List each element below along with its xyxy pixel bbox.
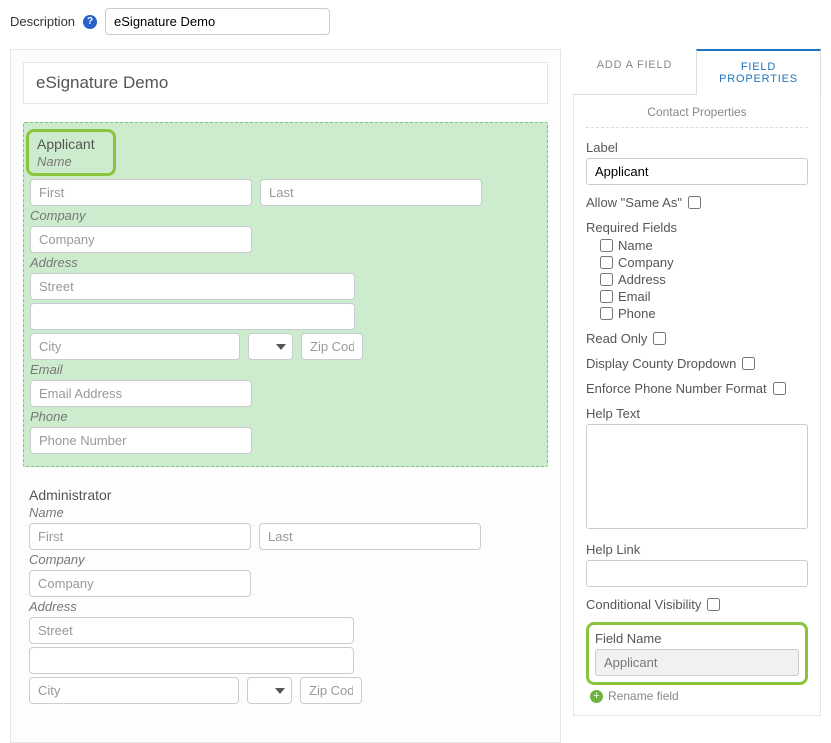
panel-subhead: Contact Properties xyxy=(586,95,808,128)
req-phone-checkbox[interactable] xyxy=(600,307,613,320)
required-fields-label: Required Fields xyxy=(586,220,808,235)
tab-add-field[interactable]: ADD A FIELD xyxy=(573,49,696,95)
street-input[interactable] xyxy=(29,617,354,644)
help-text-label: Help Text xyxy=(586,406,808,421)
label-label: Label xyxy=(586,140,808,155)
read-only-label: Read Only xyxy=(586,331,647,346)
first-name-input[interactable] xyxy=(29,523,251,550)
help-link-input[interactable] xyxy=(586,560,808,587)
zip-input[interactable] xyxy=(301,333,363,360)
state-select[interactable] xyxy=(247,677,292,704)
cond-vis-label: Conditional Visibility xyxy=(586,597,701,612)
street-input[interactable] xyxy=(30,273,355,300)
phone-label: Phone xyxy=(30,409,541,424)
last-name-input[interactable] xyxy=(260,179,482,206)
read-only-checkbox[interactable] xyxy=(653,332,666,345)
form-title: eSignature Demo xyxy=(23,62,548,104)
name-label: Name xyxy=(29,505,542,520)
properties-panel: ADD A FIELD FIELD PROPERTIES Contact Pro… xyxy=(573,49,821,743)
phone-input[interactable] xyxy=(30,427,252,454)
company-label: Company xyxy=(30,208,541,223)
form-canvas: eSignature Demo Applicant Name Company A… xyxy=(10,49,561,743)
cond-vis-checkbox[interactable] xyxy=(707,598,720,611)
description-input[interactable] xyxy=(105,8,330,35)
req-company-checkbox[interactable] xyxy=(600,256,613,269)
county-dropdown-label: Display County Dropdown xyxy=(586,356,736,371)
req-address-checkbox[interactable] xyxy=(600,273,613,286)
phone-format-label: Enforce Phone Number Format xyxy=(586,381,767,396)
field-name-label: Field Name xyxy=(595,631,799,646)
rename-field-label: Rename field xyxy=(608,689,679,703)
city-input[interactable] xyxy=(30,333,240,360)
req-name-checkbox[interactable] xyxy=(600,239,613,252)
company-label: Company xyxy=(29,552,542,567)
tab-field-properties[interactable]: FIELD PROPERTIES xyxy=(696,49,821,95)
last-name-input[interactable] xyxy=(259,523,481,550)
section-title-text: Applicant xyxy=(37,136,95,152)
email-label: Email xyxy=(30,362,541,377)
req-email-label: Email xyxy=(618,289,651,304)
section-applicant[interactable]: Applicant Name Company Address Email Pho… xyxy=(23,122,548,467)
req-phone-label: Phone xyxy=(618,306,656,321)
company-input[interactable] xyxy=(30,226,252,253)
req-address-label: Address xyxy=(618,272,666,287)
help-text-input[interactable] xyxy=(586,424,808,529)
county-dropdown-checkbox[interactable] xyxy=(742,357,755,370)
phone-format-checkbox[interactable] xyxy=(773,382,786,395)
req-company-label: Company xyxy=(618,255,674,270)
street2-input[interactable] xyxy=(30,303,355,330)
field-name-input xyxy=(595,649,799,676)
plus-icon: + xyxy=(590,690,603,703)
rename-field-link[interactable]: + Rename field xyxy=(590,689,808,703)
section-title: Applicant Name xyxy=(26,129,116,176)
label-input[interactable] xyxy=(586,158,808,185)
name-label: Name xyxy=(37,154,95,169)
req-name-label: Name xyxy=(618,238,653,253)
same-as-checkbox[interactable] xyxy=(688,196,701,209)
company-input[interactable] xyxy=(29,570,251,597)
help-icon[interactable]: ? xyxy=(83,15,97,29)
zip-input[interactable] xyxy=(300,677,362,704)
first-name-input[interactable] xyxy=(30,179,252,206)
section-title: Administrator xyxy=(29,487,542,503)
city-input[interactable] xyxy=(29,677,239,704)
field-name-block: Field Name xyxy=(586,622,808,685)
description-label: Description xyxy=(10,14,75,29)
street2-input[interactable] xyxy=(29,647,354,674)
address-label: Address xyxy=(30,255,541,270)
email-input[interactable] xyxy=(30,380,252,407)
help-link-label: Help Link xyxy=(586,542,808,557)
state-select[interactable] xyxy=(248,333,293,360)
section-administrator[interactable]: Administrator Name Company Address xyxy=(23,481,548,716)
same-as-label: Allow "Same As" xyxy=(586,195,682,210)
req-email-checkbox[interactable] xyxy=(600,290,613,303)
address-label: Address xyxy=(29,599,542,614)
